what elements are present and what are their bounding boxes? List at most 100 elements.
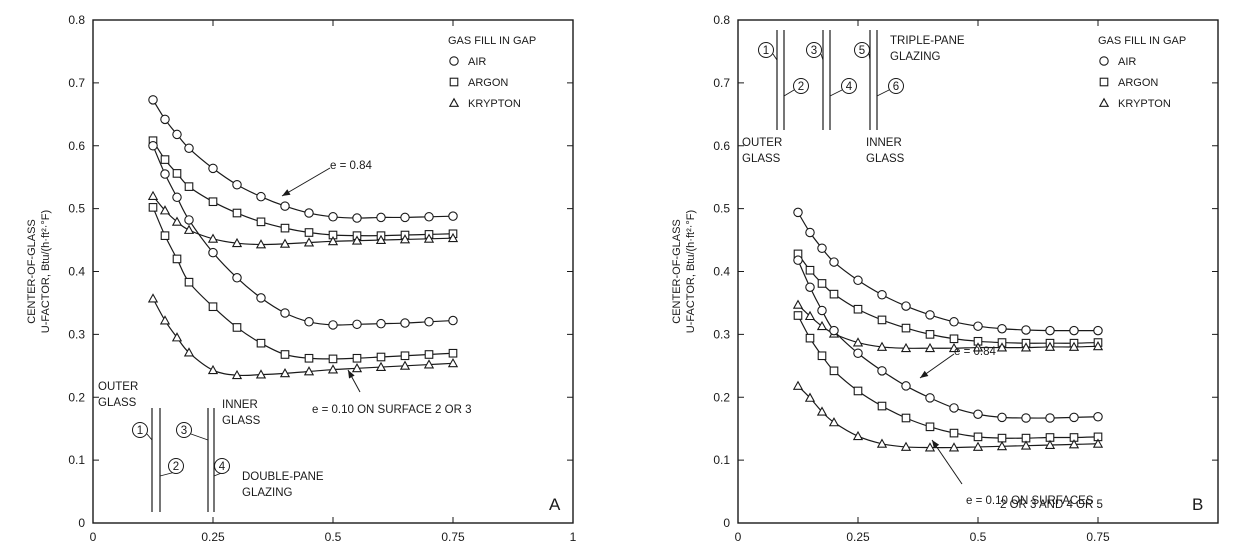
data-point xyxy=(183,347,195,357)
legend-marker-triangle xyxy=(1098,97,1110,107)
surface-number-3-label: 3 xyxy=(811,45,817,57)
data-point xyxy=(147,190,159,200)
y-tick-label: 0.5 xyxy=(68,202,85,216)
data-point xyxy=(817,351,827,361)
data-point xyxy=(1093,325,1103,336)
annotation-high-e-arrow-head xyxy=(282,189,291,196)
data-point xyxy=(160,169,170,179)
series-argon-e084 xyxy=(793,249,1103,348)
data-point xyxy=(448,315,458,326)
y-tick-label: 0.8 xyxy=(713,13,730,27)
data-point xyxy=(901,381,911,391)
data-point xyxy=(148,141,158,151)
data-point xyxy=(853,275,863,286)
surface-leader xyxy=(876,89,890,97)
data-point xyxy=(207,364,219,375)
data-point xyxy=(949,334,959,344)
label-glazing-2: GLAZING xyxy=(890,51,941,63)
data-point xyxy=(1044,341,1056,351)
series-argon-e010 xyxy=(148,203,458,364)
y-tick-label: 0.4 xyxy=(68,265,85,279)
data-point xyxy=(996,440,1008,451)
x-tick-label: 0.5 xyxy=(970,530,987,544)
data-point xyxy=(948,342,960,353)
y-tick-label: 0.6 xyxy=(713,139,730,153)
data-point xyxy=(804,310,816,321)
data-point xyxy=(1069,412,1079,423)
data-point xyxy=(328,354,338,364)
data-point xyxy=(1069,325,1079,336)
label-glazing: TRIPLE-PANE xyxy=(890,35,965,47)
data-point xyxy=(255,369,267,379)
surface-number-1-label: 1 xyxy=(137,425,143,437)
data-point xyxy=(448,348,458,358)
data-point xyxy=(399,234,411,244)
data-point xyxy=(280,350,290,359)
series-argon-e010 xyxy=(793,311,1103,443)
y-tick-label: 0.2 xyxy=(68,390,85,404)
legend-entry-krypton: KRYPTON xyxy=(1118,98,1171,110)
data-point xyxy=(948,442,960,452)
data-point xyxy=(793,207,803,218)
legend-marker-triangle xyxy=(448,97,460,107)
label-inner-2: GLASS xyxy=(222,415,261,427)
label-outer-2: GLASS xyxy=(742,153,781,165)
data-point xyxy=(1020,440,1032,450)
annotation-high-e-arrow xyxy=(281,167,331,197)
series-air-e010 xyxy=(148,141,458,330)
data-point xyxy=(1092,340,1104,351)
chart-panel-b: 0 0.1 0.2 0.3 0.4 0.5 0.6 0.7 0.8 0 0.25 0.5 0.75 CEN… xyxy=(671,13,1219,544)
data-point xyxy=(399,360,411,370)
data-point xyxy=(256,217,266,227)
data-point xyxy=(924,342,936,353)
data-point xyxy=(1021,325,1031,335)
series-line xyxy=(152,140,454,237)
surface-leader xyxy=(146,433,153,441)
data-point xyxy=(997,323,1007,334)
legend: GAS FILL IN GAP AIR ARGON KRYPTON xyxy=(448,35,536,110)
data-point xyxy=(327,235,339,246)
data-point xyxy=(1021,413,1031,423)
data-point xyxy=(972,342,984,352)
data-point xyxy=(853,304,863,314)
y-tick-label: 0.7 xyxy=(713,76,730,90)
y-axis-label-line1: CENTER-OF-GLASS xyxy=(26,219,38,324)
data-point xyxy=(159,205,171,215)
data-point xyxy=(232,273,242,283)
data-point xyxy=(925,310,935,320)
data-point xyxy=(876,438,888,448)
data-point xyxy=(232,323,242,332)
data-point xyxy=(159,315,171,325)
surface-leader xyxy=(783,89,795,97)
legend-title: GAS FILL IN GAP xyxy=(1098,35,1186,47)
x-tick-label: 0.25 xyxy=(846,530,870,544)
x-tick-label: 0 xyxy=(90,530,97,544)
data-point xyxy=(160,231,170,240)
data-point xyxy=(877,315,887,325)
data-point xyxy=(184,143,194,154)
data-point xyxy=(375,361,387,371)
surface-leader xyxy=(820,53,824,61)
data-point xyxy=(184,215,194,225)
data-point xyxy=(232,208,242,218)
surface-number-3-label: 3 xyxy=(181,425,187,437)
surface-number-2 xyxy=(168,458,184,474)
data-point xyxy=(853,348,863,358)
y-axis-label: CENTER-OF-GLASS U-FACTOR, Btu/(h·ft²·°F) xyxy=(26,210,52,333)
data-point xyxy=(423,233,435,243)
legend-title: GAS FILL IN GAP xyxy=(448,35,536,47)
glazing-schematic: OUTER GLASS INNER GLASS DOUBLE-PANE GLAZING 1 2… xyxy=(98,381,324,512)
data-point xyxy=(256,293,266,303)
data-point xyxy=(853,386,863,396)
data-point xyxy=(447,357,459,368)
surface-number-6-label: 6 xyxy=(893,81,899,93)
data-point xyxy=(1068,439,1080,449)
data-point xyxy=(232,179,242,190)
annotation-low-e-arrow-head xyxy=(932,440,940,449)
annotation-high-e-arrow-head xyxy=(920,370,929,378)
x-tick-label: 0 xyxy=(735,530,742,544)
y-axis-label-line1: CENTER-OF-GLASS xyxy=(671,219,683,324)
data-point xyxy=(816,406,828,416)
data-point xyxy=(925,330,935,339)
